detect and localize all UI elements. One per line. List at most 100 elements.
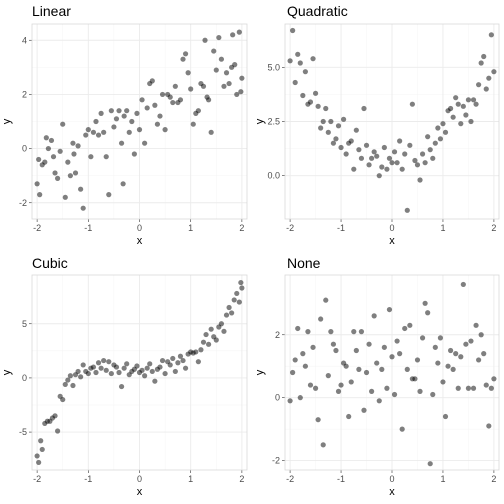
- x-tick-label: 1: [188, 223, 193, 233]
- y-tick-label: -5: [19, 427, 27, 437]
- x-tick-label: -1: [337, 474, 345, 484]
- x-axis-title: x: [389, 486, 395, 498]
- data-point: [458, 121, 464, 127]
- data-point: [397, 138, 403, 144]
- data-point: [399, 166, 405, 172]
- data-point: [300, 92, 306, 99]
- data-point: [476, 82, 482, 88]
- data-point: [422, 160, 428, 166]
- y-tick-label: 0.0: [267, 171, 280, 181]
- data-point: [348, 379, 354, 385]
- data-point: [129, 118, 135, 125]
- data-point: [468, 338, 474, 344]
- y-tick-label: 4: [22, 35, 27, 45]
- data-point: [386, 306, 393, 313]
- data-point: [175, 360, 181, 366]
- data-point: [397, 351, 403, 357]
- data-point: [425, 134, 431, 140]
- data-point: [486, 75, 492, 81]
- data-point: [389, 160, 395, 166]
- data-point: [460, 103, 466, 109]
- data-point: [221, 328, 227, 334]
- data-point: [167, 362, 173, 368]
- x-tick-label: 2: [239, 474, 244, 484]
- data-point: [34, 181, 40, 187]
- data-point: [229, 310, 235, 316]
- panel-cubic: Cubic -2 -1 0 1 2 -5 0 5 x y: [1, 255, 248, 498]
- data-point: [473, 322, 479, 328]
- data-point: [62, 381, 68, 388]
- data-point: [340, 116, 347, 122]
- y-tick-label: 0: [22, 373, 27, 383]
- data-point: [287, 398, 293, 404]
- data-point: [180, 56, 186, 62]
- data-point: [290, 27, 296, 34]
- y-axis-title: y: [1, 118, 13, 124]
- data-point: [295, 51, 301, 57]
- data-point: [157, 113, 163, 119]
- data-point: [305, 329, 311, 335]
- data-point: [93, 118, 99, 125]
- data-point: [417, 177, 423, 183]
- panel-linear: Linear -2 -1 0 1 2 -2 0 2 4 x y: [1, 3, 248, 247]
- panel-border: [31, 23, 248, 220]
- data-point: [376, 173, 382, 179]
- data-point: [391, 391, 398, 398]
- data-point: [465, 385, 472, 391]
- data-point: [120, 181, 126, 187]
- data-point: [333, 347, 339, 354]
- data-point: [407, 322, 413, 328]
- data-point: [193, 349, 199, 355]
- data-point: [453, 351, 459, 357]
- data-point: [154, 121, 161, 127]
- data-point: [290, 369, 296, 376]
- data-point: [402, 151, 408, 157]
- x-tick-label: -2: [286, 223, 294, 233]
- data-point: [206, 97, 212, 103]
- data-point: [67, 173, 73, 179]
- panel-title: Cubic: [32, 255, 68, 271]
- data-point: [57, 148, 63, 154]
- data-point: [139, 97, 145, 103]
- data-point: [78, 186, 84, 192]
- data-point: [98, 110, 104, 116]
- data-point: [366, 341, 372, 347]
- data-point: [170, 99, 176, 106]
- data-point: [374, 360, 380, 366]
- x-tick-label: 1: [440, 474, 445, 484]
- data-point: [162, 127, 168, 133]
- data-point: [325, 373, 331, 379]
- data-point: [302, 363, 308, 369]
- data-point: [144, 365, 150, 371]
- data-point: [394, 338, 400, 344]
- data-point: [226, 80, 232, 87]
- data-point: [239, 75, 245, 81]
- x-tick-label: -1: [337, 223, 345, 233]
- data-point: [450, 114, 456, 120]
- data-point: [208, 129, 214, 135]
- data-point: [442, 413, 449, 420]
- data-point: [470, 97, 477, 103]
- data-point: [483, 86, 489, 92]
- data-point: [106, 359, 112, 365]
- data-point: [445, 363, 451, 369]
- data-point: [88, 154, 94, 160]
- data-point: [374, 153, 380, 159]
- data-point: [361, 105, 367, 112]
- data-point: [182, 365, 189, 371]
- data-point: [363, 142, 370, 148]
- data-point: [134, 110, 140, 116]
- data-point: [320, 442, 326, 448]
- data-point: [348, 138, 354, 144]
- data-point: [159, 357, 166, 364]
- y-tick-label: -2: [19, 198, 27, 208]
- panel-border: [31, 274, 248, 471]
- data-point: [80, 205, 86, 211]
- data-point: [440, 121, 446, 127]
- panel-title: Linear: [32, 3, 71, 19]
- data-point: [116, 108, 122, 114]
- data-point: [478, 332, 484, 338]
- data-point: [371, 313, 377, 319]
- data-point: [36, 156, 42, 163]
- data-point: [234, 290, 240, 297]
